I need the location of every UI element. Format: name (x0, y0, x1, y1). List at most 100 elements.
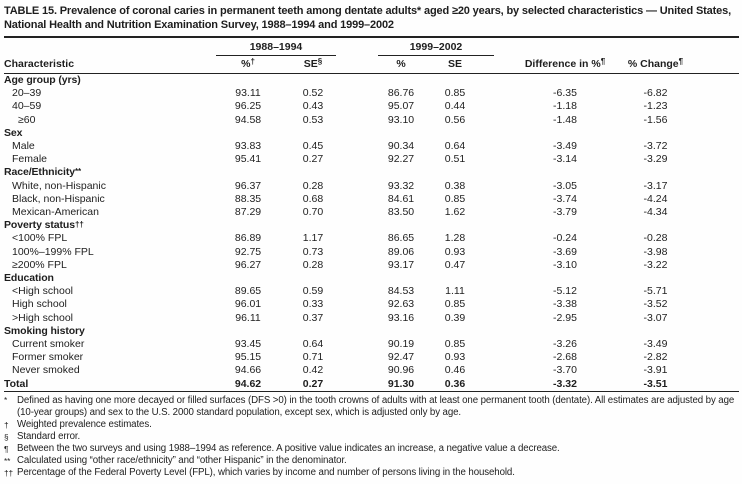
value-cell: 94.62 (216, 377, 280, 392)
empty-cell (216, 166, 739, 179)
row-label-text: >High school (12, 311, 73, 324)
table-row: Female 95.41 0.27 92.27 0.51 -3.14 -3.29 (4, 153, 739, 166)
table-row: ≥60 94.58 0.53 93.10 0.56 -1.48 -1.56 (4, 114, 739, 127)
value-cell: 0.47 (444, 258, 466, 271)
value-cell: 0.43 (302, 100, 324, 113)
footnote: * Defined as having one more decayed or f… (4, 395, 739, 419)
row-label-text: <100% FPL (12, 232, 68, 245)
value-cell: 1.62 (444, 206, 466, 219)
value-cell: 89.06 (387, 245, 415, 258)
table-title: TABLE 15. Prevalence of coronal caries i… (4, 5, 731, 31)
footnote-marker: ** (74, 167, 81, 177)
row-label-text: Smoking history (4, 324, 85, 337)
value-cell: 0.44 (444, 100, 466, 113)
column-header-5: Difference in %¶ (494, 56, 614, 74)
value-cell: 95.15 (234, 351, 262, 364)
value-cell: 93.83 (234, 140, 262, 153)
value-cell: -6.82 (643, 87, 668, 100)
footnote: † Weighted prevalence estimates. (4, 419, 739, 431)
footnote: ** Calculated using “other race/ethnicity… (4, 455, 739, 467)
period-1988-1994-label: 1988–1994 (216, 41, 336, 56)
table-row: Former smoker 95.15 0.71 92.47 0.93 -2.68 -2.8… (4, 351, 739, 364)
value-cell: 0.38 (444, 179, 466, 192)
value-cell: -5.71 (643, 285, 668, 298)
column-header-0: Characteristic (4, 56, 216, 74)
row-label-text: Sex (4, 126, 23, 139)
table-row: 100%–199% FPL 92.75 0.73 89.06 0.93 -3.69 -3.9… (4, 246, 739, 259)
value-cell: 0.85 (444, 338, 466, 351)
table-row: White, non-Hispanic 96.37 0.28 93.32 0.38 -3.… (4, 180, 739, 193)
value-cell: 87.29 (234, 206, 262, 219)
value-cell: 0.46 (444, 364, 466, 377)
value-cell: 96.25 (234, 100, 262, 113)
header-spacer (4, 37, 216, 56)
row-label: 100%–199% FPL (4, 246, 216, 259)
value-cell: 0.68 (302, 192, 324, 205)
value-cell: 89.65 (234, 285, 262, 298)
period-1999-2002-cell: 1999–2002 (346, 37, 494, 56)
column-header-6: % Change¶ (614, 56, 739, 74)
section-row: Poverty status†† (4, 219, 739, 232)
row-label: White, non-Hispanic (4, 180, 216, 193)
value-cell: 92.27 (387, 153, 415, 166)
footnote-text: Between the two surveys and using 1988–1… (17, 443, 560, 455)
table-row: 20–39 93.11 0.52 86.76 0.85 -6.35 -6.82 (4, 87, 739, 100)
column-header-label: Characteristic (4, 58, 75, 70)
header-spacer (614, 37, 739, 56)
column-header-1: %† (216, 56, 280, 74)
table-row: High school 96.01 0.33 92.63 0.85 -3.38 -3.52 (4, 298, 739, 311)
value-cell: -2.82 (643, 351, 668, 364)
period-1999-2002-label: 1999–2002 (378, 41, 494, 56)
value-cell: -3.69 (553, 245, 577, 258)
value-cell: -3.29 (643, 153, 668, 166)
table-row: 40–59 96.25 0.43 95.07 0.44 -1.18 -1.23 (4, 100, 739, 113)
row-label: >High school (4, 312, 216, 325)
value-cell: -3.26 (553, 338, 577, 351)
value-cell: -3.17 (643, 179, 668, 192)
value-cell: 0.37 (302, 311, 324, 324)
value-cell: 0.85 (444, 192, 466, 205)
column-header-4: SE (442, 56, 494, 74)
value-cell: 0.56 (444, 113, 466, 126)
value-cell: 95.07 (387, 100, 415, 113)
value-cell: 1.17 (302, 232, 324, 245)
value-cell: -3.38 (553, 298, 577, 311)
footnote-marker: ¶ (4, 443, 9, 454)
row-label-text: White, non-Hispanic (12, 179, 106, 192)
value-cell: 0.64 (444, 140, 466, 153)
value-cell: -3.07 (643, 311, 668, 324)
value-cell: 1.11 (445, 285, 465, 298)
empty-cell (216, 127, 739, 140)
empty-cell (216, 272, 739, 285)
row-label: Never smoked (4, 364, 216, 377)
prevalence-table: 1988–1994 1999–2002 Characteristic %† SE§%… (4, 36, 739, 392)
value-cell: -1.23 (643, 100, 668, 113)
column-header-label: SE (447, 58, 462, 70)
column-header-label: % (396, 58, 406, 70)
value-cell: 92.75 (234, 245, 262, 258)
row-label-text: Black, non-Hispanic (12, 192, 105, 205)
value-cell: 0.85 (444, 298, 466, 311)
table-row: <100% FPL 86.89 1.17 86.65 1.28 -0.24 -0.28 (4, 232, 739, 245)
value-cell: -5.12 (553, 285, 577, 298)
row-label-text: Mexican-American (12, 206, 99, 219)
column-header-label: Difference in % (524, 58, 601, 70)
row-label-text: Total (4, 377, 29, 390)
value-cell: -3.49 (643, 338, 668, 351)
table-row: >High school 96.11 0.37 93.16 0.39 -2.95 -3.07 (4, 312, 739, 325)
value-cell: -3.14 (553, 153, 577, 166)
value-cell: 0.93 (444, 245, 466, 258)
row-label-text: High school (12, 298, 67, 311)
row-label: Mexican-American (4, 206, 216, 219)
empty-cell (216, 219, 739, 232)
value-cell: 0.85 (444, 87, 466, 100)
value-cell: -3.72 (643, 140, 668, 153)
value-cell: 92.63 (387, 298, 415, 311)
value-cell: 93.17 (387, 258, 415, 271)
value-cell: 93.45 (234, 338, 262, 351)
table-row: Black, non-Hispanic 88.35 0.68 84.61 0.85 -3.… (4, 193, 739, 206)
value-cell: 91.30 (346, 377, 442, 392)
value-cell: -1.18 (553, 100, 577, 113)
value-cell: 94.66 (234, 364, 262, 377)
value-cell: 90.34 (387, 140, 415, 153)
